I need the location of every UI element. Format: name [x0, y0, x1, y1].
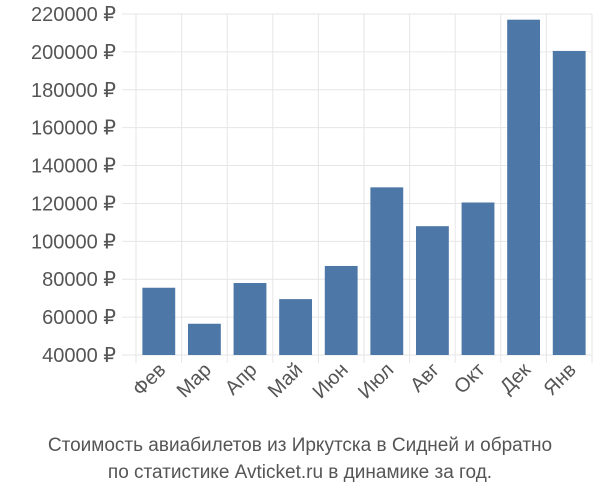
y-tick-label: 80000 ₽	[42, 269, 116, 291]
x-tick-label: Май	[264, 359, 307, 402]
bar-layer	[142, 19, 586, 356]
bar	[415, 226, 449, 355]
x-tick-label: Окт	[450, 359, 489, 398]
bar	[233, 283, 267, 355]
y-tick-label: 60000 ₽	[42, 307, 116, 329]
x-tick-label: Авг	[406, 359, 444, 397]
x-tick-label: Фев	[129, 359, 171, 401]
y-tick-label: 140000 ₽	[31, 156, 116, 178]
x-tick-label: Дек	[496, 359, 535, 398]
bar	[279, 299, 313, 355]
y-tick-label: 120000 ₽	[31, 193, 116, 215]
chart-caption-line-2: по статистике Avticket.ru в динамике за …	[107, 462, 493, 483]
y-tick-label: 220000 ₽	[31, 4, 116, 26]
bar-chart: 40000 ₽ 60000 ₽ 80000 ₽ 100000 ₽ 120000 ₽ 140…	[31, 4, 593, 403]
bar	[461, 202, 495, 355]
grid-layer	[122, 13, 593, 363]
x-axis-ticks: Фев Мар Апр Май Июн Июл Авг Окт Дек Янв	[129, 359, 581, 403]
bar	[552, 50, 586, 356]
bar	[142, 287, 176, 355]
bar	[187, 323, 221, 355]
y-axis-ticks: 40000 ₽ 60000 ₽ 80000 ₽ 100000 ₽ 120000 ₽ 140…	[31, 4, 116, 367]
x-tick-label: Апр	[221, 359, 262, 400]
bar	[507, 19, 541, 356]
x-tick-label: Мар	[173, 359, 216, 402]
x-tick-label: Янв	[540, 359, 581, 400]
y-tick-label: 160000 ₽	[31, 118, 116, 140]
y-tick-label: 100000 ₽	[31, 231, 116, 253]
chart-caption-line-1: Стоимость авиабилетов из Иркутска в Сидн…	[47, 435, 553, 456]
y-tick-label: 200000 ₽	[31, 42, 116, 64]
bar	[324, 265, 358, 355]
y-tick-label: 180000 ₽	[31, 80, 116, 102]
y-tick-label: 40000 ₽	[42, 345, 116, 367]
bar	[370, 187, 404, 355]
x-tick-label: Июн	[309, 359, 353, 403]
x-tick-label: Июл	[354, 359, 398, 403]
